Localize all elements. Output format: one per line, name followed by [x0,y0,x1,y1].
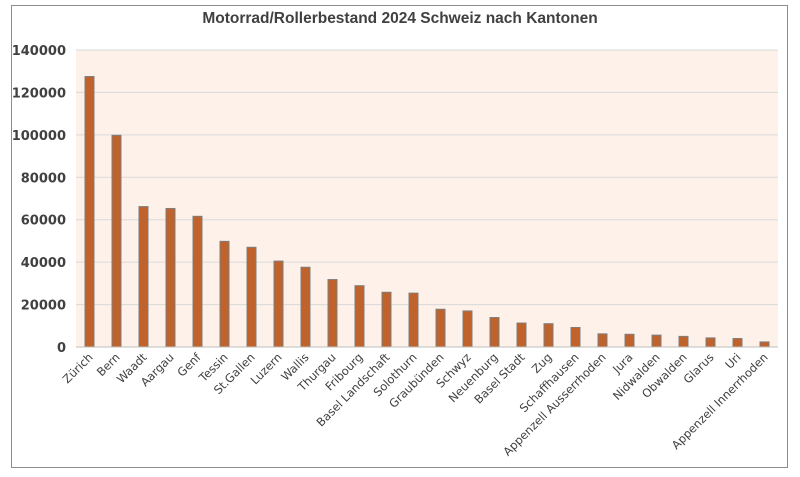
y-tick-label: 140000 [12,44,66,59]
bar [192,215,203,348]
bar [570,326,581,348]
bar [165,207,176,348]
x-tick-label: Glarus [680,350,716,386]
chart-title: Motorrad/Rollerbestand 2024 Schweiz nach… [202,10,598,27]
bar [705,337,716,348]
bar [597,333,608,348]
bar [138,206,149,348]
y-tick-label: 80000 [21,171,66,186]
bar [624,333,635,348]
bar [435,308,446,348]
bar [516,322,527,348]
bar [219,240,230,348]
x-axis: ZürichBernWaadtAargauGenfTessinSt.Gallen… [60,346,778,459]
bar [300,266,311,348]
x-tick-label: Uri [722,350,743,371]
bar [381,291,392,348]
y-axis: 0 20000 40000 60000 80000 100000 120000 140000 [12,44,66,356]
y-tick-label: 100000 [12,129,66,144]
bar [543,323,554,348]
bar [273,260,284,348]
y-tick-label: 0 [57,341,66,356]
bar [84,76,95,348]
bar [462,310,473,348]
bar [111,134,122,348]
bar [246,246,257,348]
y-tick-label: 60000 [21,214,66,229]
y-tick-label: 120000 [12,86,66,101]
bar [489,317,500,348]
y-tick-label: 20000 [21,299,66,314]
bar [732,338,743,348]
bar [678,335,689,348]
bar [408,292,419,348]
bar [759,341,770,348]
bar [327,279,338,348]
plot-area [76,50,778,347]
gridlines [76,49,778,348]
bar [354,285,365,348]
y-tick-label: 40000 [21,256,66,271]
bar [651,334,662,348]
